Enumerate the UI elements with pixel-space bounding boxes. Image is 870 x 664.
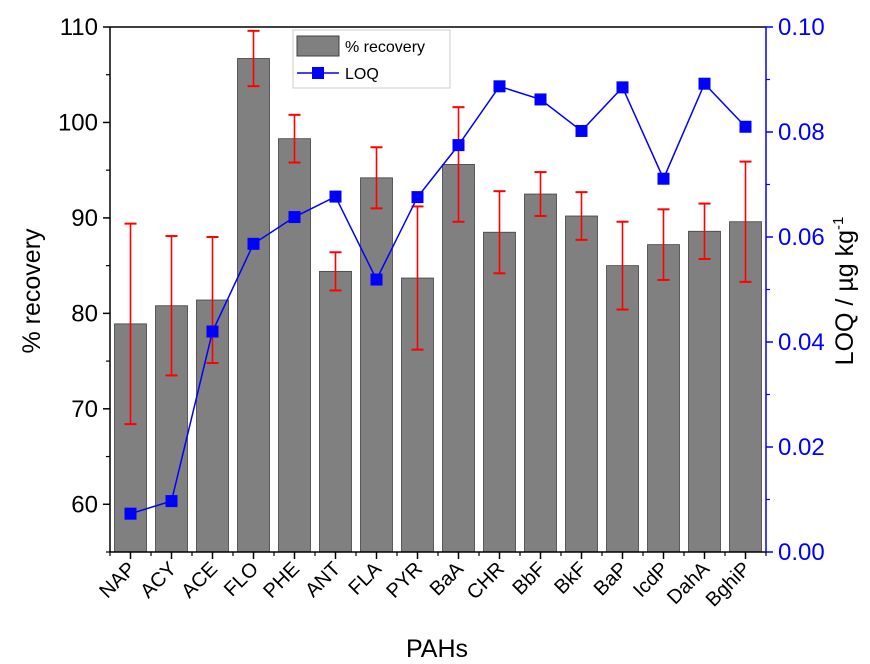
x-tick-label: ACE [177, 558, 222, 603]
y2-tick-label: 0.06 [778, 224, 825, 251]
y-tick-label: 80 [71, 300, 98, 327]
error-bar-bbf [534, 171, 547, 217]
y2-tick-label: 0.02 [778, 434, 825, 461]
error-bar-icdp [657, 208, 670, 281]
y-tick-label: 90 [71, 205, 98, 232]
x-tick-label: BbF [509, 558, 550, 599]
bar-bbf [524, 193, 557, 553]
loq-line [130, 82, 747, 515]
error-bar-ace [206, 236, 219, 364]
loq-point-acy [165, 495, 178, 508]
y2-tick-label: 0.10 [778, 14, 825, 41]
error-bar-daha [698, 202, 711, 260]
loq-point-bbf [534, 93, 547, 106]
legend-line-marker [312, 67, 324, 79]
y-axis-label: % recovery [18, 228, 46, 354]
bar-daha [688, 230, 721, 553]
loq-point-phe [288, 211, 301, 224]
legend-bar-label: % recovery [345, 39, 425, 56]
y2-axis-label: LOQ / µg kg-1 [830, 217, 859, 366]
bar-chr [483, 231, 516, 553]
error-bar-baa [452, 106, 465, 223]
loq-point-ant [329, 190, 342, 203]
bar-phe [278, 138, 311, 553]
legend-bar-swatch [296, 35, 340, 57]
error-bar-chr [493, 190, 506, 275]
bar-icdp [647, 244, 680, 553]
y-tick-label: 110 [60, 14, 98, 41]
bar-fla [360, 177, 393, 553]
x-tick-label: BaA [426, 558, 469, 601]
bars-layer [114, 58, 762, 553]
x-tick-label: PHE [259, 558, 304, 603]
error-bar-fla [370, 146, 383, 210]
y-tick-label: 100 [58, 109, 98, 136]
error-bar-flo [247, 29, 260, 88]
legend: % recovery LOQ [292, 29, 451, 89]
error-bars-layer [124, 29, 752, 426]
loq-line-layer [124, 77, 752, 520]
x-tick-label: ANT [301, 558, 345, 602]
x-axis-label: PAHs [406, 635, 468, 663]
x-tick-label: ACY [136, 558, 181, 603]
loq-point-daha [698, 77, 711, 90]
y2-tick-label: 0.08 [778, 119, 825, 146]
loq-point-chr [493, 80, 506, 93]
bar-bkf [565, 215, 598, 553]
x-tick-label: BkF [550, 558, 591, 599]
loq-point-bap [616, 81, 629, 94]
error-bar-bghip [739, 160, 752, 283]
x-tick-label: NAP [95, 558, 140, 603]
x-tick-label: FLA [345, 558, 387, 600]
error-bar-ant [329, 251, 342, 292]
loq-point-pyr [411, 191, 424, 204]
loq-point-nap [124, 507, 137, 520]
y-tick-label: 60 [71, 491, 98, 518]
error-bar-phe [288, 113, 301, 164]
error-bar-acy [165, 235, 178, 377]
x-tick-label: CHR [463, 558, 509, 604]
bar-ant [319, 270, 352, 553]
bar-flo [237, 58, 270, 553]
y2-axis-label-superscript: -1 [830, 217, 847, 230]
y2-tick-label: 0.04 [778, 329, 825, 356]
loq-point-ace [206, 325, 219, 338]
y2-axis-label-text: LOQ / µg kg [831, 230, 859, 365]
error-bar-nap [124, 222, 137, 426]
error-bar-bkf [575, 191, 588, 241]
x-tick-label: BghiP [702, 558, 755, 611]
loq-point-baa [452, 139, 465, 152]
loq-point-bghip [739, 120, 752, 133]
x-tick-label: BaP [590, 558, 632, 600]
bar-bap [606, 265, 639, 553]
bar-baa [442, 164, 475, 553]
loq-point-bkf [575, 124, 588, 137]
x-tick-label: PYR [382, 558, 427, 603]
loq-point-icdp [657, 172, 670, 185]
y-tick-label: 70 [71, 396, 98, 423]
error-bar-bap [616, 220, 629, 311]
loq-point-flo [247, 237, 260, 250]
y2-tick-label: 0.00 [778, 539, 825, 566]
legend-line-label: LOQ [345, 66, 379, 83]
x-tick-label: FLO [220, 558, 263, 601]
loq-point-fla [370, 273, 383, 286]
